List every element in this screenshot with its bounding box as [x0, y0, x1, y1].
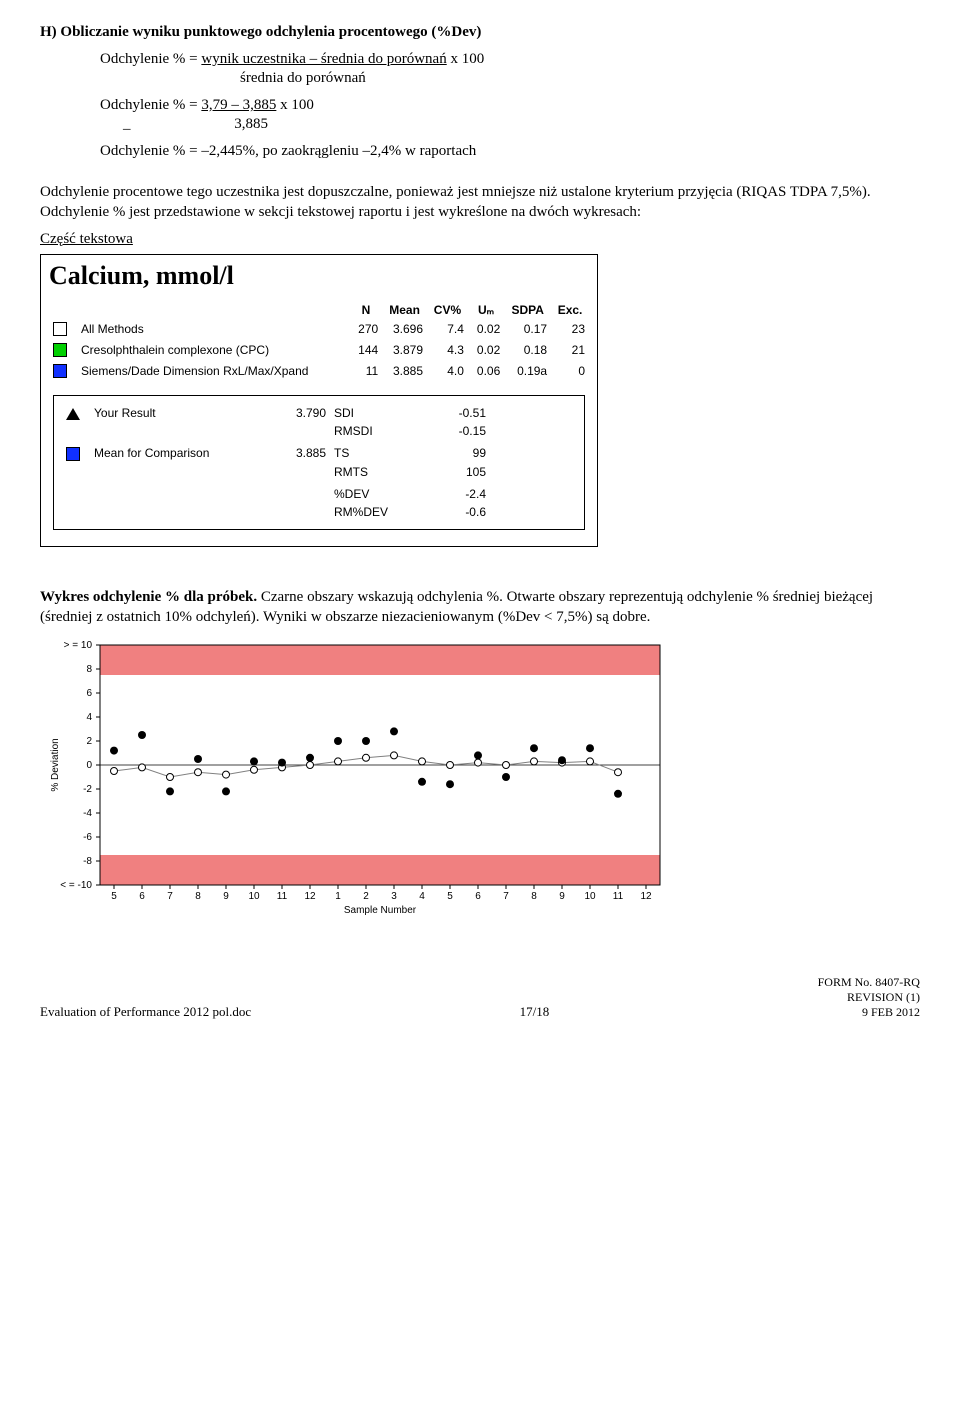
svg-text:11: 11 — [613, 891, 624, 902]
svg-text:> = 10: > = 10 — [64, 640, 93, 651]
table-row: All Methods2703.6967.40.020.1723 — [49, 319, 589, 340]
footer-r2: REVISION (1) — [847, 990, 920, 1004]
svg-text:8: 8 — [195, 891, 201, 902]
svg-text:5: 5 — [447, 891, 453, 902]
result-grid: Your Result 3.790 SDI -0.51 RMSDI -0.15 … — [66, 406, 572, 519]
svg-text:10: 10 — [248, 891, 260, 902]
f-line4-dash: _ — [123, 116, 131, 132]
svg-text:2: 2 — [86, 736, 92, 747]
footer-r3: 9 FEB 2012 — [862, 1005, 920, 1019]
ts-key: TS — [334, 446, 424, 461]
section-heading: H) Obliczanie wyniku punktowego odchylen… — [40, 24, 920, 41]
f-line3b: 3,79 – 3,885 — [201, 97, 276, 113]
para-explain: Odchylenie procentowe tego uczestnika je… — [40, 182, 920, 223]
col-sdpa: SDPA — [504, 301, 551, 319]
sdi-val: -0.51 — [424, 406, 494, 420]
svg-text:6: 6 — [139, 891, 145, 902]
your-result-marker — [66, 406, 94, 420]
svg-text:< = -10: < = -10 — [60, 880, 92, 891]
col-n: N — [350, 301, 382, 319]
col-exc: Exc. — [551, 301, 589, 319]
table-row: Cresolphthalein complexone (CPC)1443.879… — [49, 339, 589, 360]
your-result-val: 3.790 — [264, 406, 334, 420]
rmsdi-key: RMSDI — [334, 424, 424, 438]
mean-comp-marker — [66, 446, 94, 461]
rmts-key: RMTS — [334, 465, 424, 479]
f-line2: średnia do porównań — [240, 70, 920, 87]
mean-comp-label: Mean for Comparison — [94, 446, 264, 461]
svg-text:12: 12 — [304, 891, 316, 902]
ts-val: 99 — [424, 446, 494, 461]
pdev-val: -2.4 — [424, 487, 494, 501]
f-line1b: wynik uczestnika – średnia do porównań — [201, 51, 446, 67]
svg-text:6: 6 — [475, 891, 481, 902]
svg-text:6: 6 — [86, 688, 92, 699]
subsection-heading: Część tekstowa — [40, 231, 920, 248]
svg-text:-2: -2 — [83, 784, 92, 795]
svg-text:-6: -6 — [83, 832, 92, 843]
figure-title: Calcium, mmol/l — [49, 261, 589, 291]
svg-text:12: 12 — [640, 891, 652, 902]
svg-text:5: 5 — [111, 891, 117, 902]
svg-text:3: 3 — [391, 891, 397, 902]
your-result-label: Your Result — [94, 406, 264, 420]
f-line4: 3,885 — [234, 116, 268, 132]
para-chart-lead: Wykres odchylenie % dla próbek. — [40, 589, 257, 605]
svg-text:11: 11 — [277, 891, 288, 902]
pdev-key: %DEV — [334, 487, 424, 501]
svg-text:2: 2 — [363, 891, 369, 902]
svg-text:0: 0 — [86, 760, 92, 771]
rmpdev-key: RM%DEV — [334, 505, 424, 519]
sdi-key: SDI — [334, 406, 424, 420]
deviation-chart: > = 1086420-2-4-6-8< = -1056789101112123… — [40, 635, 690, 945]
f-line3a: Odchylenie % = — [100, 97, 201, 113]
page-footer: Evaluation of Performance 2012 pol.doc 1… — [40, 975, 920, 1020]
col-um: Uₘ — [468, 301, 504, 319]
formula-block: Odchylenie % = wynik uczestnika – średni… — [100, 51, 920, 160]
para-chart-desc: Wykres odchylenie % dla próbek. Czarne o… — [40, 587, 920, 628]
col-mean: Mean — [382, 301, 427, 319]
svg-text:1: 1 — [335, 891, 341, 902]
f-line1c: x 100 — [447, 51, 485, 67]
footer-center: 17/18 — [520, 1004, 550, 1020]
figure-text-box: Calcium, mmol/l N Mean CV% Uₘ SDPA Exc. … — [40, 254, 598, 547]
methods-table: N Mean CV% Uₘ SDPA Exc. All Methods2703.… — [49, 301, 589, 381]
f-line3c: x 100 — [276, 97, 314, 113]
svg-text:Sample Number: Sample Number — [344, 905, 417, 916]
svg-text:4: 4 — [419, 891, 425, 902]
svg-text:7: 7 — [503, 891, 509, 902]
rmts-val: 105 — [424, 465, 494, 479]
mean-comp-val: 3.885 — [264, 446, 334, 461]
svg-text:9: 9 — [223, 891, 229, 902]
inner-result-box: Your Result 3.790 SDI -0.51 RMSDI -0.15 … — [53, 395, 585, 530]
table-row: Siemens/Dade Dimension RxL/Max/Xpand113.… — [49, 360, 589, 381]
svg-text:-8: -8 — [83, 856, 92, 867]
svg-text:9: 9 — [559, 891, 565, 902]
svg-text:4: 4 — [86, 712, 92, 723]
svg-text:-4: -4 — [83, 808, 92, 819]
svg-text:8: 8 — [531, 891, 537, 902]
f-line5: Odchylenie % = –2,445%, po zaokrągleniu … — [100, 143, 920, 160]
col-cv: CV% — [427, 301, 468, 319]
footer-right: FORM No. 8407-RQ REVISION (1) 9 FEB 2012 — [818, 975, 920, 1020]
rmpdev-val: -0.6 — [424, 505, 494, 519]
table-header-row: N Mean CV% Uₘ SDPA Exc. — [49, 301, 589, 319]
footer-left: Evaluation of Performance 2012 pol.doc — [40, 1004, 251, 1020]
svg-text:% Deviation: % Deviation — [50, 739, 61, 792]
svg-text:7: 7 — [167, 891, 173, 902]
rmsdi-val: -0.15 — [424, 424, 494, 438]
footer-r1: FORM No. 8407-RQ — [818, 975, 920, 989]
f-line1a: Odchylenie % = — [100, 51, 201, 67]
svg-text:8: 8 — [86, 664, 92, 675]
svg-text:10: 10 — [584, 891, 596, 902]
